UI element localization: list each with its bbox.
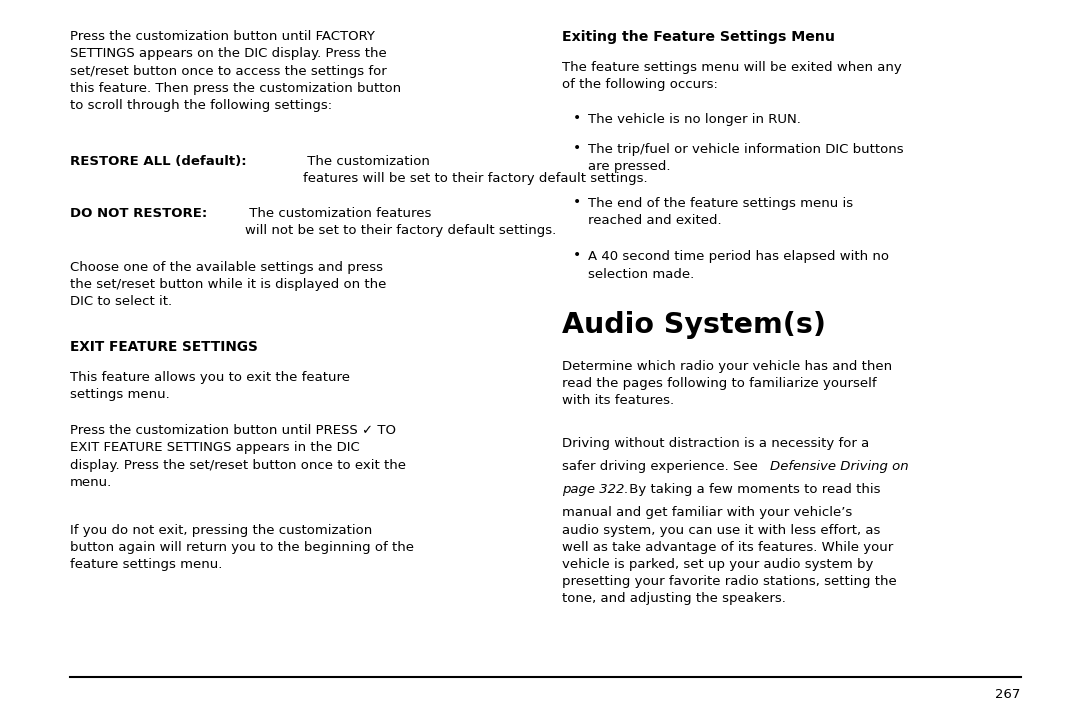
Text: Press the customization button until FACTORY
SETTINGS appears on the DIC display: Press the customization button until FAC… bbox=[70, 30, 402, 112]
Text: •: • bbox=[572, 248, 581, 262]
Text: •: • bbox=[572, 111, 581, 125]
Text: The customization
features will be set to their factory default settings.: The customization features will be set t… bbox=[302, 155, 648, 185]
Text: The trip/fuel or vehicle information DIC buttons
are pressed.: The trip/fuel or vehicle information DIC… bbox=[588, 143, 903, 174]
Text: RESTORE ALL (default):: RESTORE ALL (default): bbox=[70, 155, 247, 168]
Text: safer driving experience. See: safer driving experience. See bbox=[562, 460, 761, 473]
Text: The feature settings menu will be exited when any
of the following occurs:: The feature settings menu will be exited… bbox=[562, 60, 902, 91]
Text: A 40 second time period has elapsed with no
selection made.: A 40 second time period has elapsed with… bbox=[588, 251, 889, 281]
Text: Determine which radio your vehicle has and then
read the pages following to fami: Determine which radio your vehicle has a… bbox=[562, 360, 892, 408]
Text: page 322.: page 322. bbox=[562, 483, 629, 496]
Text: If you do not exit, pressing the customization
button again will return you to t: If you do not exit, pressing the customi… bbox=[70, 524, 415, 572]
Text: 267: 267 bbox=[996, 688, 1021, 701]
Text: The end of the feature settings menu is
reached and exited.: The end of the feature settings menu is … bbox=[588, 197, 852, 227]
Text: Audio System(s): Audio System(s) bbox=[562, 311, 825, 339]
Text: manual and get familiar with your vehicle’s
audio system, you can use it with le: manual and get familiar with your vehicl… bbox=[562, 506, 896, 606]
Text: EXIT FEATURE SETTINGS: EXIT FEATURE SETTINGS bbox=[70, 340, 258, 354]
Text: •: • bbox=[572, 194, 581, 209]
Text: Driving without distraction is a necessity for a: Driving without distraction is a necessi… bbox=[562, 437, 868, 450]
Text: Exiting the Feature Settings Menu: Exiting the Feature Settings Menu bbox=[562, 30, 835, 44]
Text: Choose one of the available settings and press
the set/reset button while it is : Choose one of the available settings and… bbox=[70, 261, 387, 308]
Text: Defensive Driving on: Defensive Driving on bbox=[770, 460, 908, 473]
Text: DO NOT RESTORE:: DO NOT RESTORE: bbox=[70, 207, 207, 220]
Text: The customization features
will not be set to their factory default settings.: The customization features will not be s… bbox=[245, 207, 556, 237]
Text: This feature allows you to exit the feature
settings menu.: This feature allows you to exit the feat… bbox=[70, 371, 350, 401]
Text: By taking a few moments to read this: By taking a few moments to read this bbox=[625, 483, 881, 496]
Text: Press the customization button until PRESS ✓ TO
EXIT FEATURE SETTINGS appears in: Press the customization button until PRE… bbox=[70, 424, 406, 489]
Text: The vehicle is no longer in RUN.: The vehicle is no longer in RUN. bbox=[588, 113, 800, 126]
Text: •: • bbox=[572, 141, 581, 155]
